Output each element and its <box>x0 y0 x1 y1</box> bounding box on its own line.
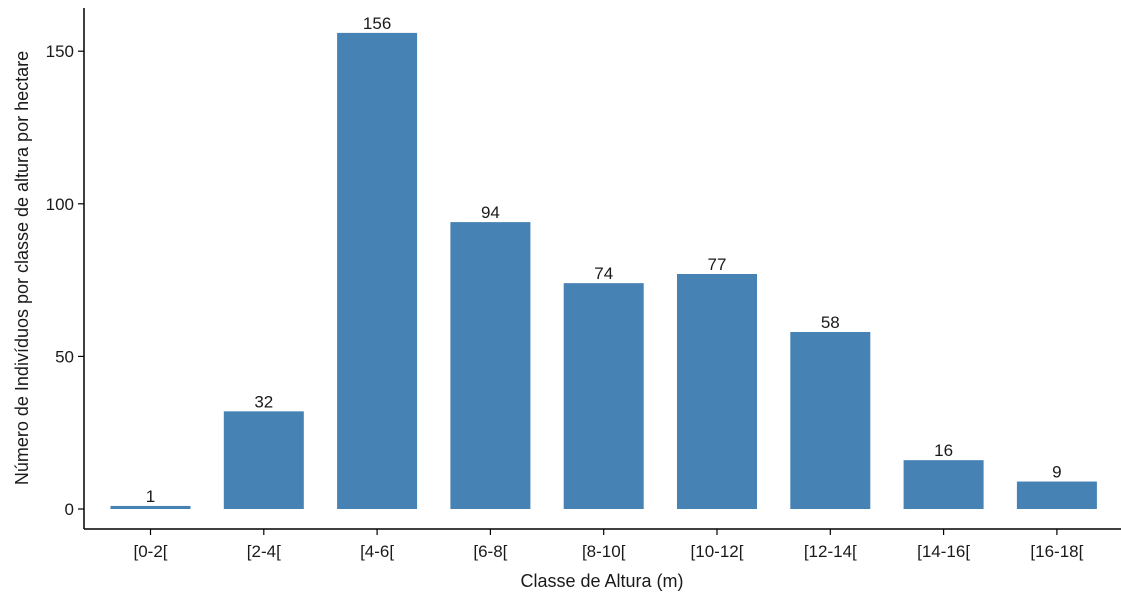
bar <box>450 222 531 509</box>
y-tick-label: 0 <box>65 500 74 519</box>
bar <box>903 460 984 509</box>
data-label: 32 <box>254 392 273 411</box>
data-label: 16 <box>934 441 953 460</box>
bar <box>563 283 644 509</box>
x-tick-label: [0-2[ <box>133 542 167 561</box>
y-axis-title: Número de Indivíduos por classe de altur… <box>12 51 32 485</box>
x-tick-label: [4-6[ <box>360 542 394 561</box>
bar <box>1016 481 1097 509</box>
y-tick-label: 50 <box>55 347 74 366</box>
bar <box>790 331 871 509</box>
y-tick-label: 100 <box>46 195 74 214</box>
data-label: 94 <box>481 203 500 222</box>
bar <box>337 32 418 509</box>
y-ticks-layer: 0 50 100 150 <box>46 42 84 519</box>
x-tick-label: [14-16[ <box>917 542 970 561</box>
x-tick-label: [2-4[ <box>247 542 281 561</box>
x-tick-label: [16-18[ <box>1030 542 1083 561</box>
x-tick-label: [8-10[ <box>582 542 626 561</box>
bar <box>677 273 757 509</box>
data-label: 1 <box>146 487 155 506</box>
data-label: 77 <box>708 255 727 274</box>
x-tick-label: [10-12[ <box>691 542 744 561</box>
x-axis-title: Classe de Altura (m) <box>520 571 683 591</box>
bar <box>223 411 304 509</box>
x-ticks-layer: [0-2[ [2-4[ [4-6[ [6-8[ [8-10[ [10-12[ [12-14[… <box>133 529 1084 561</box>
bars-layer <box>110 32 1097 509</box>
x-tick-label: [12-14[ <box>804 542 857 561</box>
y-tick-label: 150 <box>46 42 74 61</box>
data-label: 156 <box>363 14 391 33</box>
x-tick-label: [6-8[ <box>473 542 507 561</box>
data-label: 74 <box>594 264 613 283</box>
bar <box>110 505 191 509</box>
data-labels-layer: 1 32 156 94 74 77 58 16 9 <box>146 14 1062 506</box>
data-label: 58 <box>821 313 840 332</box>
data-label: 9 <box>1052 463 1061 482</box>
